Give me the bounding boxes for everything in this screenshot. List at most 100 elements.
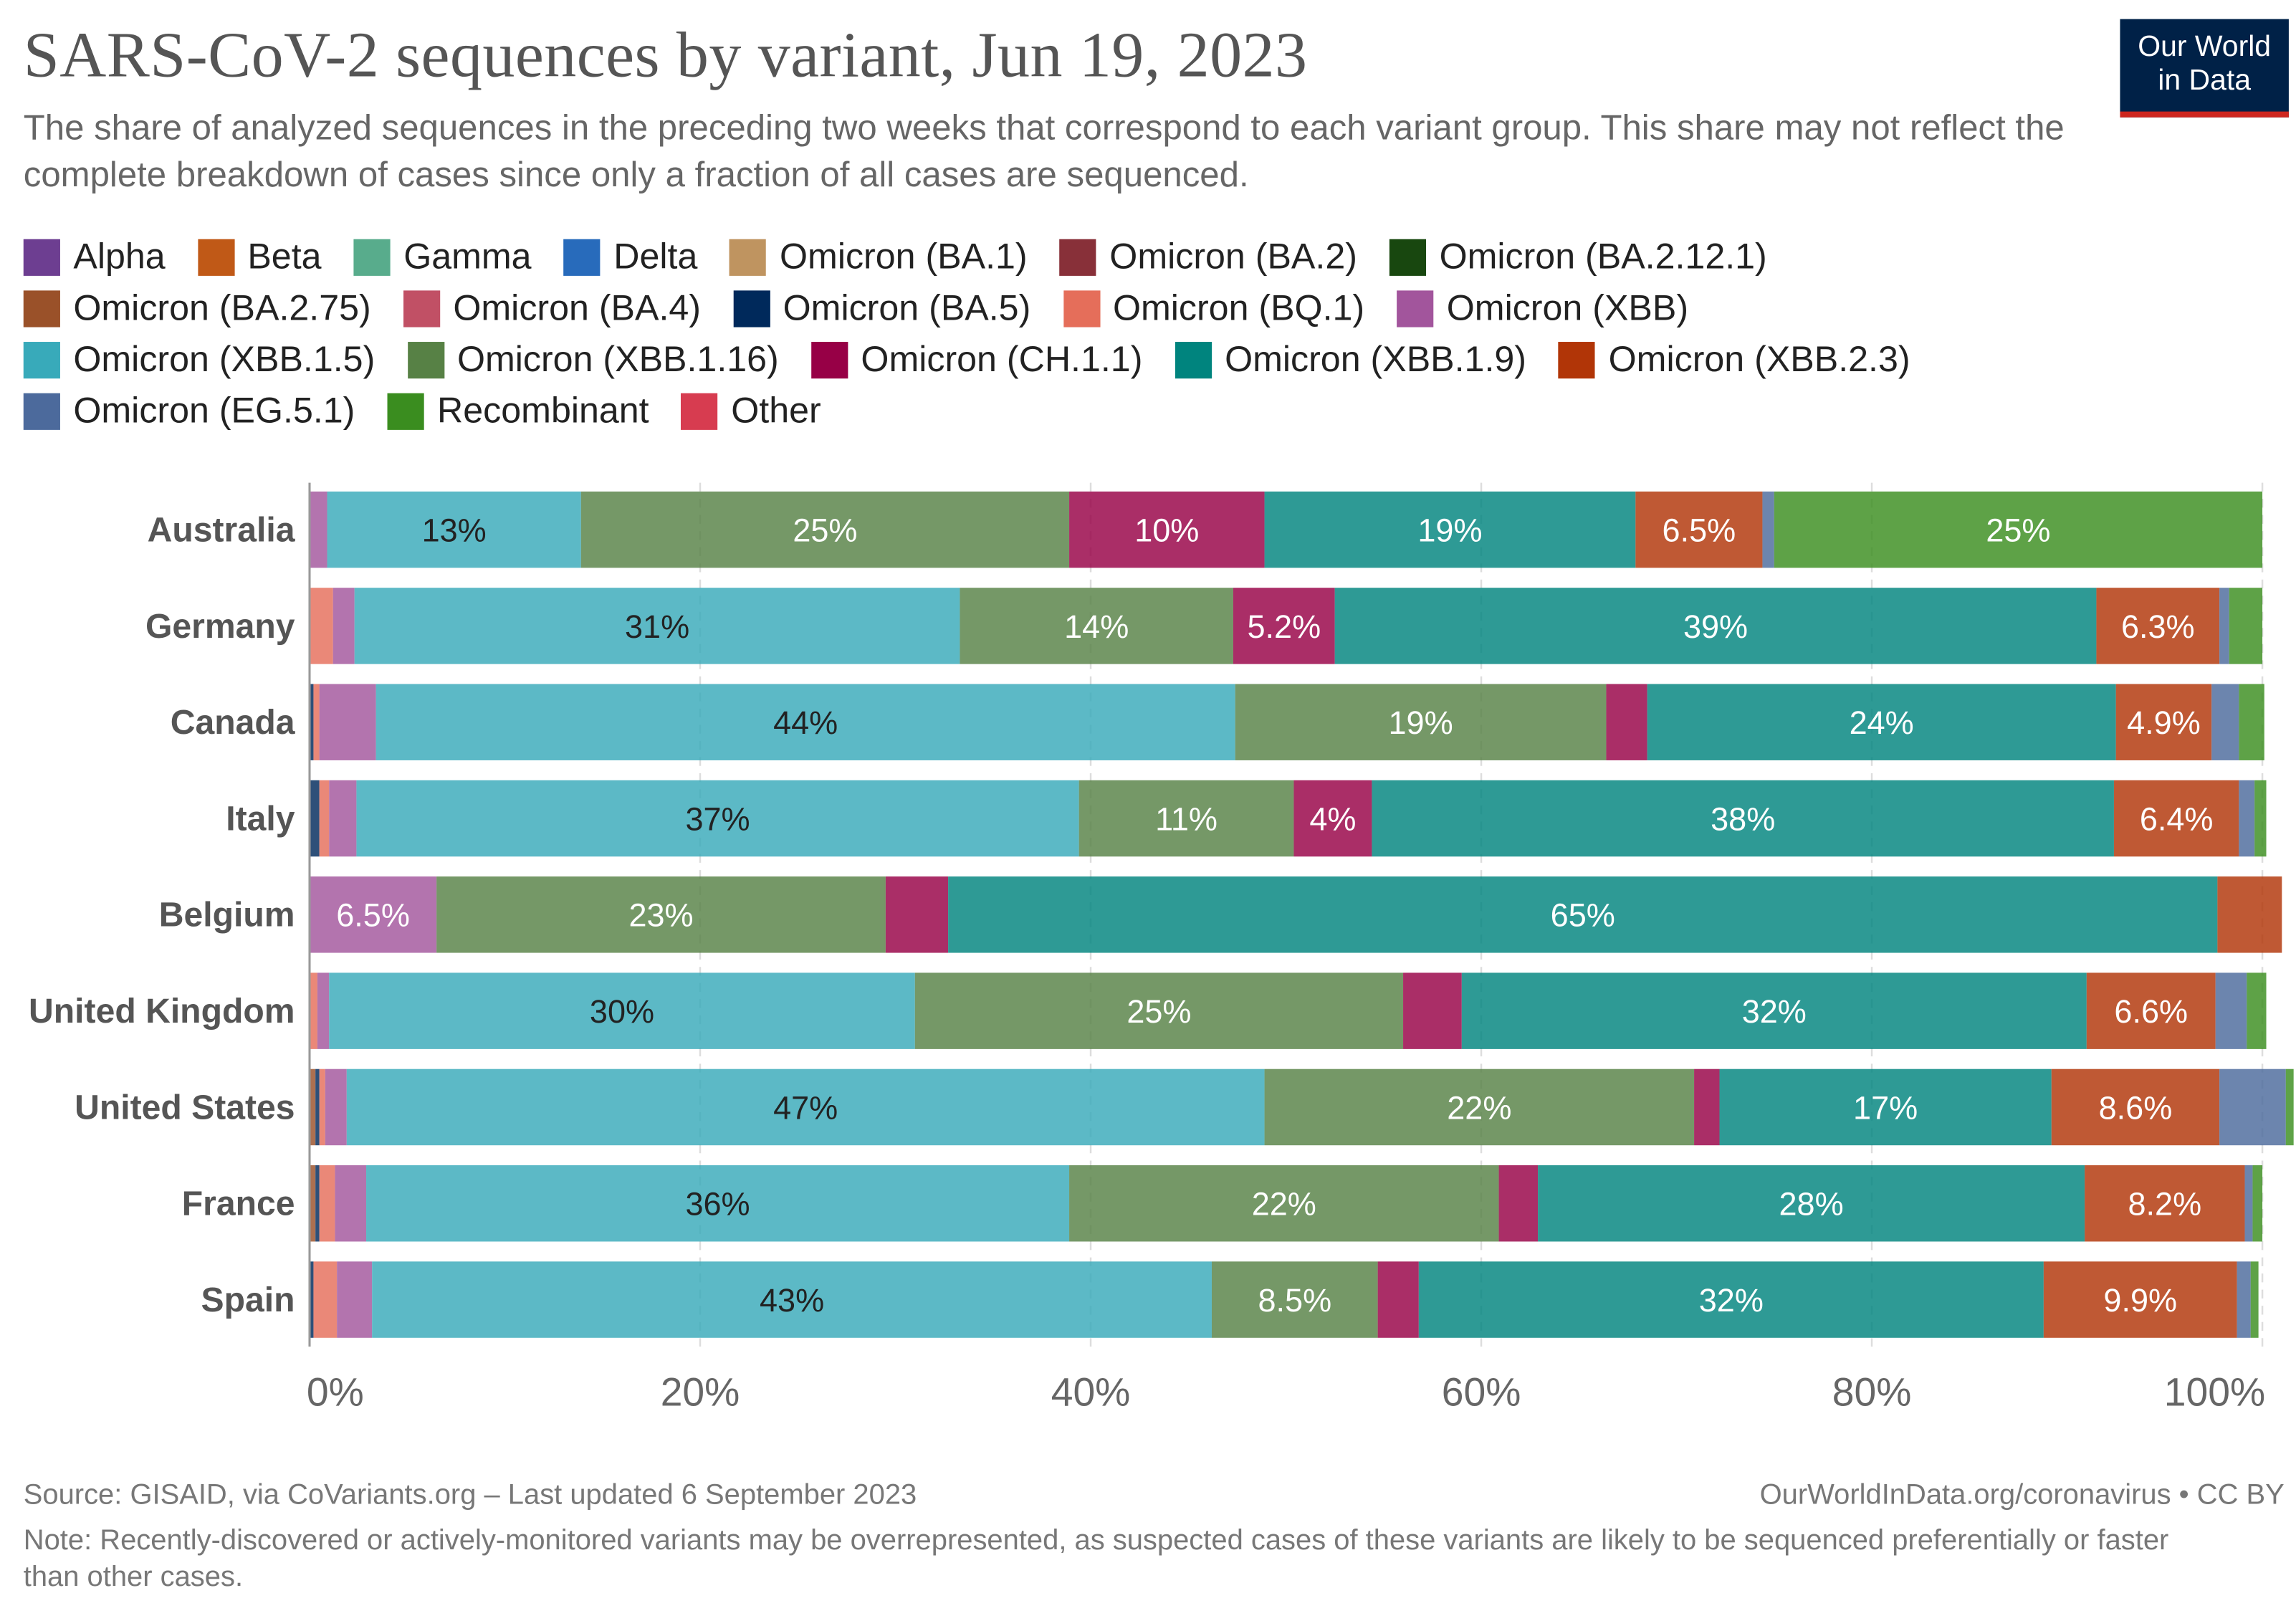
bar-segment [2237, 1261, 2251, 1338]
bar-segment [1235, 684, 1607, 760]
legend-item[interactable]: Omicron (XBB.1.5) [23, 340, 375, 381]
legend-label: Alpha [73, 236, 166, 277]
data-label: 11% [1155, 800, 1218, 837]
bar-segment [436, 876, 886, 953]
bar-segment [1694, 1068, 1720, 1146]
legend-item[interactable]: Omicron (BA.2.75) [23, 288, 371, 329]
data-label: 30% [590, 993, 654, 1030]
legend-item[interactable]: Omicron (BA.5) [733, 288, 1030, 329]
bar-segment [319, 684, 376, 760]
bar-segment [1078, 780, 1294, 857]
data-label: 23% [628, 897, 693, 934]
bar-segment [2051, 1068, 2220, 1146]
data-label: 36% [685, 1186, 750, 1223]
x-tick-label: 60% [1442, 1369, 1521, 1414]
legend-item[interactable]: Gamma [353, 237, 532, 278]
bar-segment [1461, 972, 2087, 1049]
data-label: 6.5% [1663, 512, 1736, 548]
bar-segment [914, 972, 1404, 1049]
legend-swatch [1063, 290, 1100, 327]
legend-item[interactable]: Omicron (EG.5.1) [23, 391, 355, 432]
legend-item[interactable]: Omicron (BQ.1) [1063, 288, 1364, 329]
legend-item[interactable]: Omicron (BA.1) [730, 236, 1028, 278]
source-text: Source: GISAID, via CoVariants.org – Las… [23, 1478, 917, 1511]
legend-swatch [387, 393, 424, 430]
legend-item[interactable]: Delta [563, 237, 697, 278]
x-tick-label: 80% [1832, 1369, 1912, 1414]
legend-label: Omicron (BQ.1) [1112, 288, 1365, 328]
logo-line-2: in Data [2158, 64, 2252, 97]
legend-item[interactable]: Omicron (XBB) [1397, 288, 1688, 329]
owid-logo[interactable]: Our World in Data [2120, 19, 2289, 118]
legend-item[interactable]: Beta [197, 236, 322, 278]
bar-segment [2219, 588, 2229, 664]
note-text: Note: Recently-discovered or actively-mo… [23, 1524, 2169, 1594]
legend-item[interactable]: Other [681, 391, 821, 432]
legend-label: Omicron (EG.5.1) [73, 391, 355, 431]
bar-segment [309, 1261, 314, 1338]
bar-segment [309, 780, 320, 857]
bar-segment [1762, 491, 1774, 568]
legend-item[interactable]: Omicron (BA.2) [1059, 237, 1357, 278]
data-label: 32% [1699, 1282, 1764, 1319]
source-url[interactable]: OurWorldInData.org/coronavirus • CC BY [1759, 1478, 2285, 1511]
bar-segment [2229, 588, 2263, 664]
data-label: 8.6% [2099, 1089, 2173, 1126]
data-label: 43% [760, 1282, 824, 1319]
legend-label: Other [731, 391, 821, 431]
data-label: 44% [773, 704, 838, 741]
data-label: 10% [1134, 512, 1199, 548]
category-label: Spain [201, 1281, 295, 1319]
legend-item[interactable]: Recombinant [387, 391, 649, 432]
bar-segment [372, 1261, 1212, 1338]
bar-segment [2254, 780, 2267, 857]
bar-segment [2113, 780, 2239, 857]
bar-segment [1264, 1068, 1695, 1146]
bar-segment [2219, 1068, 2286, 1146]
data-label: 19% [1388, 704, 1453, 741]
legend-label: Omicron (BA.5) [783, 288, 1031, 328]
bar-segment [317, 972, 330, 1049]
data-label: 13% [422, 512, 487, 548]
legend-label: Omicron (BA.1) [780, 236, 1028, 277]
category-label: Australia [148, 510, 296, 549]
legend-swatch [730, 239, 767, 276]
chart-subtitle: The share of analyzed sequences in the p… [23, 108, 2065, 196]
legend-swatch [1175, 342, 1212, 379]
data-label: 17% [1853, 1089, 1918, 1126]
data-label: 6.4% [2140, 800, 2214, 837]
legend-item[interactable]: Omicron (BA.4) [403, 288, 701, 329]
bar-segment [1069, 1165, 1499, 1242]
legend-item[interactable]: Alpha [23, 236, 166, 278]
x-tick-label: 20% [661, 1369, 740, 1414]
data-label: 65% [1551, 897, 1615, 934]
bar-segment [309, 1165, 316, 1242]
bar-segment [1334, 588, 2097, 664]
bar-segment [2211, 684, 2239, 760]
legend-item[interactable]: Omicron (XBB.1.9) [1175, 340, 1526, 381]
legend-row: Omicron (XBB.1.5) Omicron (XBB.1.16) Omicr… [23, 335, 2268, 386]
category-label: United Kingdom [29, 992, 295, 1031]
data-label: 25% [793, 512, 857, 548]
category-label: Canada [171, 703, 296, 742]
data-label: 38% [1711, 800, 1775, 837]
legend-label: Beta [247, 236, 322, 277]
legend-item[interactable]: Omicron (BA.2.12.1) [1389, 237, 1767, 278]
legend-item[interactable]: Omicron (XBB.1.16) [407, 340, 779, 381]
data-label: 22% [1252, 1186, 1316, 1223]
legend-swatch [403, 290, 440, 327]
bar-segment [1069, 491, 1265, 568]
bar-segment [2215, 972, 2247, 1049]
data-label: 9.9% [2103, 1282, 2177, 1319]
bar-segment [1293, 780, 1372, 857]
bar-segment [1635, 491, 1763, 568]
category-label: Italy [226, 799, 295, 838]
legend-swatch [1559, 342, 1596, 379]
bar-segment [1719, 1068, 2052, 1146]
legend-item[interactable]: Omicron (CH.1.1) [810, 340, 1142, 381]
legend-label: Omicron (BA.2.75) [73, 288, 371, 328]
bar-segment [309, 972, 317, 1049]
bar-segment [2285, 1068, 2294, 1146]
bar-segment [2247, 972, 2267, 1049]
legend-item[interactable]: Omicron (XBB.2.3) [1559, 340, 1910, 381]
